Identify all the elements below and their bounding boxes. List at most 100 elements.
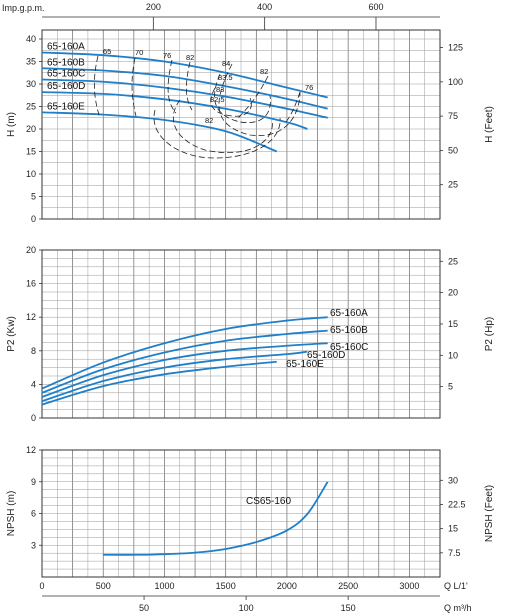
y-left-axis-label: H (m) [6,112,17,137]
series-label: 65-160D [47,81,85,92]
series-line-65-160C [41,78,328,119]
y-left-tick-label: 20 [26,245,36,255]
efficiency-curve [153,109,281,159]
efficiency-curve [218,63,301,136]
efficiency-label: 82 [186,53,194,62]
efficiency-label: 70 [135,48,143,57]
series-label: 65-160A [47,42,85,53]
y-right-tick-label: 30 [448,475,458,485]
series-label: 65-160E [286,359,324,370]
y-left-tick-label: 16 [26,279,36,289]
x-bottom-tick-label: 3000 [399,581,419,591]
efficiency-label: 82 [205,116,213,125]
y-left-tick-label: 10 [26,169,36,179]
x-bottom2-tick-label: 100 [239,603,254,613]
efficiency-label: 83.5 [218,73,233,82]
series-line-65-160C [41,342,328,398]
efficiency-label: 82 [260,67,268,76]
y-left-tick-label: 9 [31,477,36,487]
x-bottom-tick-label: 1500 [216,581,236,591]
series-label: 65-160B [330,325,368,336]
series-label: 65-160C [47,69,85,80]
y-right-tick-label: 7.5 [448,548,461,558]
y-right-tick-label: 50 [448,145,458,155]
efficiency-curve [94,55,101,119]
y-left-tick-label: 35 [26,57,36,67]
series-line-65-160A [41,51,328,99]
y-right-tick-label: 100 [448,77,463,87]
series-line-65-160B [41,67,328,110]
y-left-tick-label: 20 [26,124,36,134]
series-label: 65-160C [330,342,368,353]
y-right-tick-label: 75 [448,111,458,121]
efficiency-label: 82.5 [210,95,225,104]
series-line-65-160B [41,329,328,394]
y-left-axis-label: P2 (Kw) [6,316,17,352]
y-right-tick-label: 15 [448,524,458,534]
y-right-tick-label: 15 [448,319,458,329]
series-line-65-160D [41,350,308,403]
series-line-65-160A [41,316,328,390]
y-left-tick-label: 30 [26,79,36,89]
y-left-tick-label: 40 [26,34,36,44]
y-left-tick-label: 12 [26,312,36,322]
efficiency-curve [285,91,301,123]
x-bottom2-tick-label: 150 [341,603,356,613]
top-axis-tick-label: 600 [368,2,383,12]
x-bottom-tick-label: 1000 [154,581,174,591]
efficiency-label: 65 [103,47,111,56]
series-line-65-160E [41,360,277,406]
x-bottom-tick-label: 0 [39,581,44,591]
efficiency-curve [214,73,271,123]
efficiency-curve [131,57,137,117]
top-axis-tick-label: 200 [146,2,161,12]
y-right-tick-label: 5 [448,382,453,392]
efficiency-curve [210,87,252,117]
y-right-tick-label: 25 [448,180,458,190]
efficiency-curve [167,59,177,114]
y-right-tick-label: 22.5 [448,499,466,509]
top-axis-label: Imp.g.p.m. [2,3,45,13]
y-right-tick-label: 125 [448,43,463,53]
y-right-tick-label: 20 [448,288,458,298]
series-label: 65-160E [47,101,85,112]
y-left-tick-label: 25 [26,102,36,112]
series-label: 65-160B [47,57,85,68]
y-left-tick-label: 6 [31,509,36,519]
efficiency-label: 84 [222,59,230,68]
plot-frame-1 [41,29,441,220]
y-left-axis-label: NPSH (m) [6,491,17,537]
efficiency-curve [186,61,193,111]
efficiency-isolines [94,55,301,159]
x-bottom-tick-label: 2500 [338,581,358,591]
grid-panel-3 [41,449,441,578]
x-bottom-tick-label: 500 [96,581,111,591]
y-right-tick-label: 10 [448,350,458,360]
x-bottom-axis-label: Q L/1' [444,581,468,591]
series-line-65-160E [41,111,278,153]
y-left-tick-label: 8 [31,346,36,356]
efficiency-label: 76 [305,83,313,92]
y-left-tick-label: 4 [31,379,36,389]
series-label: 65-160D [307,350,345,361]
efficiency-curve [237,75,269,119]
y-left-tick-label: 3 [31,540,36,550]
y-right-tick-label: 25 [448,256,458,266]
grid-panel-2 [41,249,441,419]
y-right-axis-label: P2 (Hp) [484,317,495,351]
y-left-tick-label: 0 [31,214,36,224]
series-label: CS65-160 [246,496,291,507]
x-bottom-tick-label: 2000 [277,581,297,591]
plot-frame-2 [41,249,441,419]
efficiency-label: 83 [216,85,224,94]
x-bottom2-axis-label: Q m³/h [444,603,472,613]
top-axis-tick-label: 400 [257,2,272,12]
y-left-tick-label: 0 [31,413,36,423]
efficiency-curve [172,99,273,154]
series-line-65-160D [41,91,308,130]
x-bottom2-tick-label: 50 [139,603,149,613]
y-right-axis-label: H (Feet) [484,106,495,143]
series-line-CS65-160 [103,481,329,556]
grid-panel-1 [41,29,441,220]
